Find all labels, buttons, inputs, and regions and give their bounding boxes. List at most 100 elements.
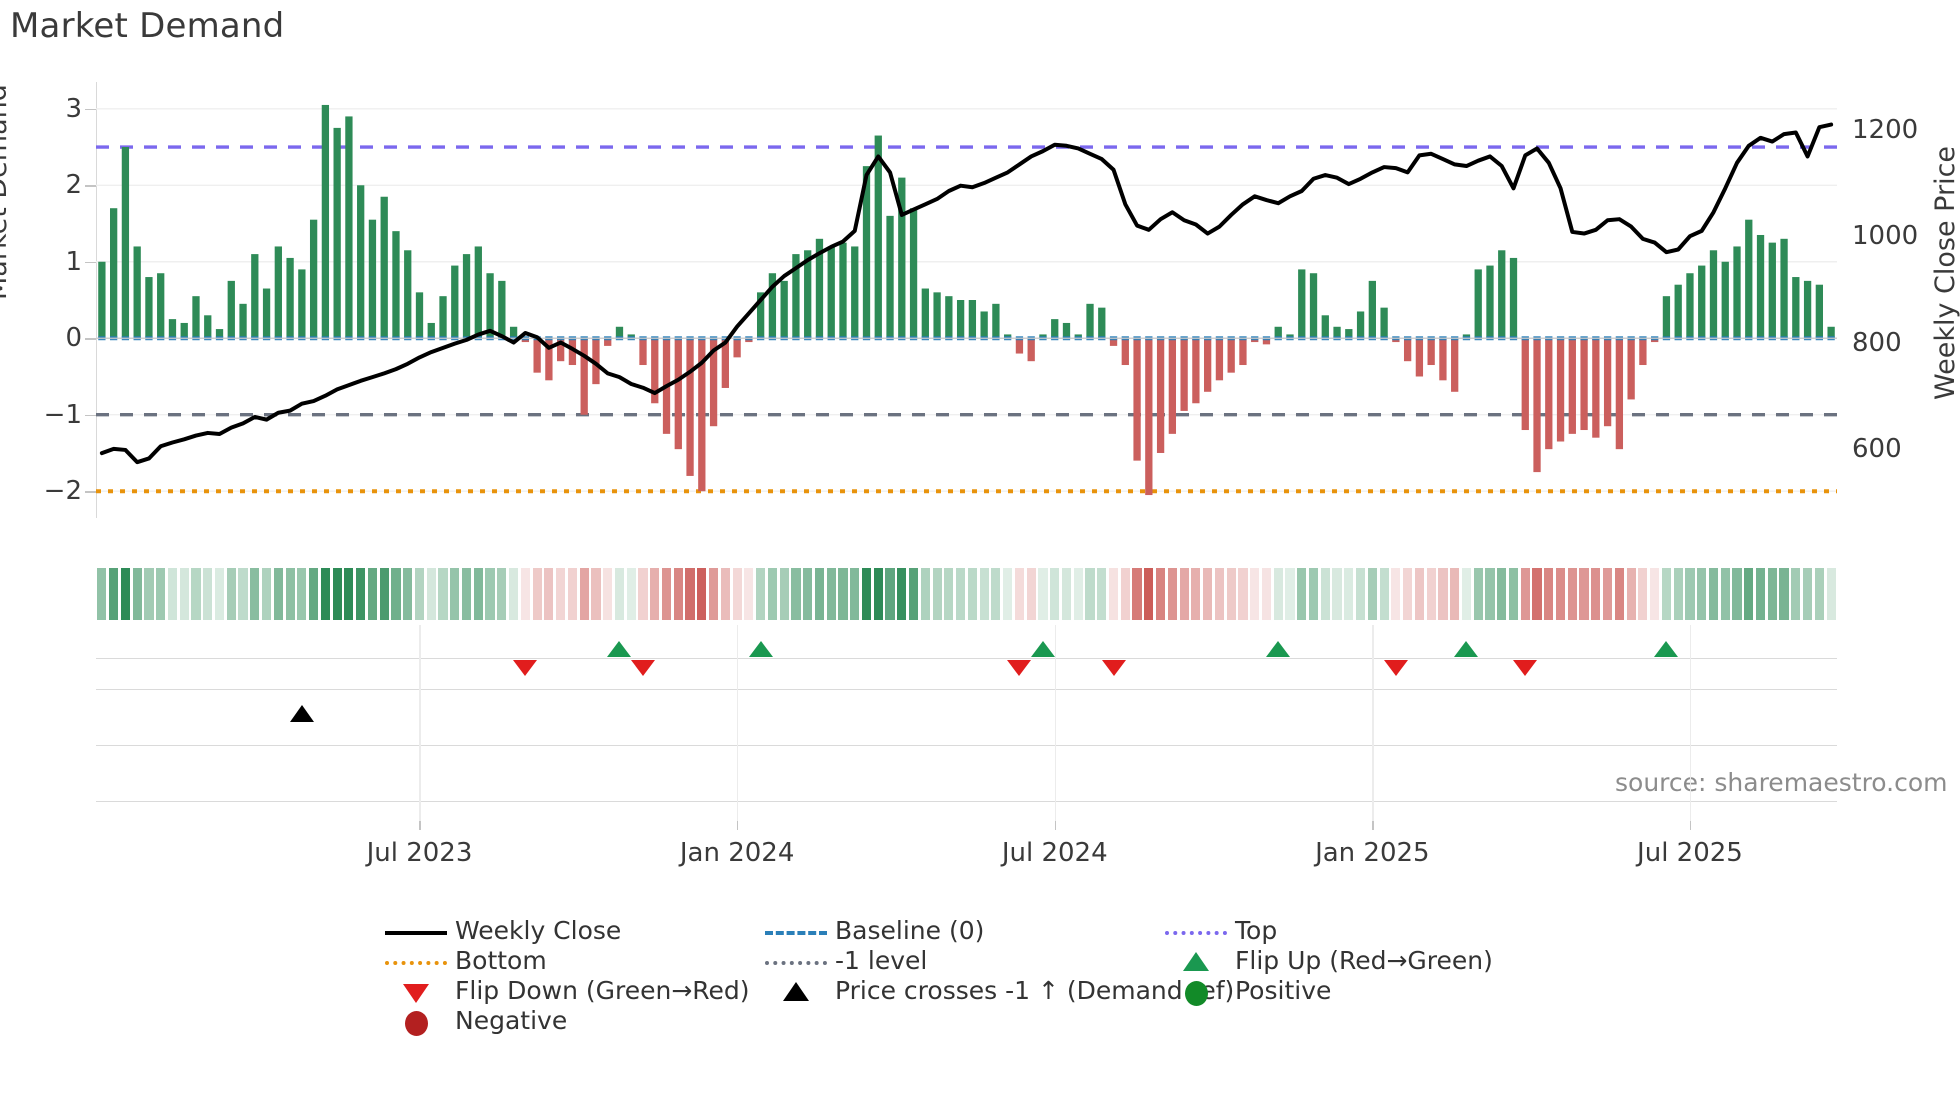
legend-item-label: Bottom xyxy=(455,946,547,975)
heatmap-cell xyxy=(638,568,648,620)
demand-bar xyxy=(815,238,824,339)
demand-bar xyxy=(333,127,341,339)
demand-bar xyxy=(192,296,200,339)
demand-bar xyxy=(1662,296,1671,339)
source-attribution: source: sharemaestro.com xyxy=(1615,768,1948,797)
heatmap-cell xyxy=(1320,568,1330,620)
demand-bar xyxy=(204,315,212,339)
x-tick-label: Jan 2025 xyxy=(1315,838,1430,868)
heatmap-cell xyxy=(1650,568,1660,620)
heatmap-cell xyxy=(1367,568,1377,620)
x-tick-label: Jul 2023 xyxy=(366,838,473,868)
heatmap-cell xyxy=(1238,568,1248,620)
heatmap-cell xyxy=(297,568,307,620)
demand-bar xyxy=(1109,338,1118,346)
demand-bar xyxy=(804,250,812,339)
heatmap-cell xyxy=(1014,568,1025,620)
lower-gridline-2 xyxy=(96,745,1837,747)
heatmap-cell xyxy=(238,568,248,620)
heatmap-cell xyxy=(603,568,613,620)
demand-bar xyxy=(1698,265,1706,339)
heatmap-cell xyxy=(673,568,683,620)
dashed-line-icon xyxy=(765,931,827,935)
legend-item-label: Price crosses -1 ↑ (Demand ref) xyxy=(835,976,1235,1005)
demand-bar xyxy=(992,303,1000,339)
heatmap-cell xyxy=(908,568,919,620)
heatmap-cell xyxy=(344,568,354,620)
price-cross-marker xyxy=(289,705,314,722)
x-tick-mark xyxy=(1372,818,1374,830)
demand-bar xyxy=(1380,307,1388,339)
left-tick-label: −1 xyxy=(43,399,82,430)
demand-bar xyxy=(862,166,871,339)
demand-bar xyxy=(1545,338,1553,450)
flip-up-marker xyxy=(1030,641,1055,657)
heatmap-cell xyxy=(1273,568,1283,620)
demand-bar xyxy=(639,338,647,366)
demand-bar xyxy=(1451,338,1459,392)
heatmap-cell xyxy=(803,568,813,620)
heatmap-cell xyxy=(1685,568,1695,620)
demand-bar xyxy=(1674,284,1682,339)
demand-bar xyxy=(780,280,788,339)
triangle-up-icon xyxy=(1183,952,1209,971)
demand-bar xyxy=(1345,329,1353,339)
demand-bar xyxy=(1627,338,1635,400)
demand-bar xyxy=(709,338,718,427)
demand-bar xyxy=(674,338,682,450)
heatmap-cell xyxy=(226,568,236,620)
heatmap-cell xyxy=(391,568,401,620)
heatmap-cell xyxy=(1120,568,1130,620)
heatmap-cell xyxy=(179,568,189,620)
heatmap-cell xyxy=(1426,568,1436,620)
demand-bar xyxy=(1062,322,1071,339)
demand-bar xyxy=(1133,338,1141,461)
heatmap-cell xyxy=(967,568,977,620)
demand-bar xyxy=(1815,284,1824,339)
demand-bar xyxy=(380,196,388,339)
heatmap-cell xyxy=(203,568,213,620)
heatmap-cell xyxy=(1073,568,1083,620)
heatmap-cell xyxy=(1355,568,1366,620)
demand-bar xyxy=(1227,338,1235,373)
dotted-line-icon xyxy=(765,961,827,965)
demand-bar xyxy=(321,104,330,339)
heatmap-cell xyxy=(1261,568,1272,620)
heatmap-cell xyxy=(273,568,283,620)
heatmap-cell xyxy=(485,568,495,620)
demand-bar xyxy=(839,242,847,339)
heatmap-cell xyxy=(261,568,272,620)
right-tick-label: 600 xyxy=(1852,433,1902,464)
heatmap-cell xyxy=(497,568,507,620)
heatmap-cell xyxy=(97,568,107,620)
demand-bar xyxy=(274,246,282,339)
demand-bar xyxy=(251,254,259,339)
heatmap-cell xyxy=(1603,568,1613,620)
heatmap-cell xyxy=(450,568,460,620)
right-tick-label: 1000 xyxy=(1852,221,1919,252)
chart-legend: Weekly Close Baseline (0) Top Bottom -1 leve… xyxy=(0,916,1960,1100)
heatmap-cell xyxy=(379,568,389,620)
heatmap-cell xyxy=(579,568,589,620)
demand-bar xyxy=(827,246,835,339)
demand-bar xyxy=(886,215,894,339)
demand-bar xyxy=(1509,257,1518,339)
left-tick-mark xyxy=(85,108,96,111)
left-tick-label: 3 xyxy=(65,93,82,124)
heatmap-cell xyxy=(556,568,566,620)
heatmap-cell xyxy=(708,568,719,620)
demand-bar xyxy=(592,338,600,385)
demand-bar xyxy=(1121,338,1129,366)
x-guide-line xyxy=(1372,625,1374,821)
demand-bar xyxy=(180,322,188,339)
heatmap-cell xyxy=(1250,568,1260,620)
left-tick-label: 0 xyxy=(65,323,82,354)
heatmap-cell xyxy=(1755,568,1766,620)
heatmap-cell xyxy=(1708,568,1719,620)
heatmap-cell xyxy=(461,568,472,620)
heatmap-cell xyxy=(509,568,519,620)
right-tick-label: 800 xyxy=(1852,327,1902,358)
demand-bar xyxy=(733,338,741,358)
demand-bar xyxy=(1427,338,1435,366)
demand-bar xyxy=(157,273,165,339)
